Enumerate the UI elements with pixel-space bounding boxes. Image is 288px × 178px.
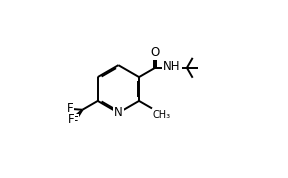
Text: F: F [72,115,79,128]
Text: F: F [68,113,74,126]
Text: CH₃: CH₃ [153,110,171,120]
Text: O: O [150,46,160,59]
Text: F: F [67,102,73,115]
Text: NH: NH [163,60,181,73]
Text: N: N [114,106,123,119]
